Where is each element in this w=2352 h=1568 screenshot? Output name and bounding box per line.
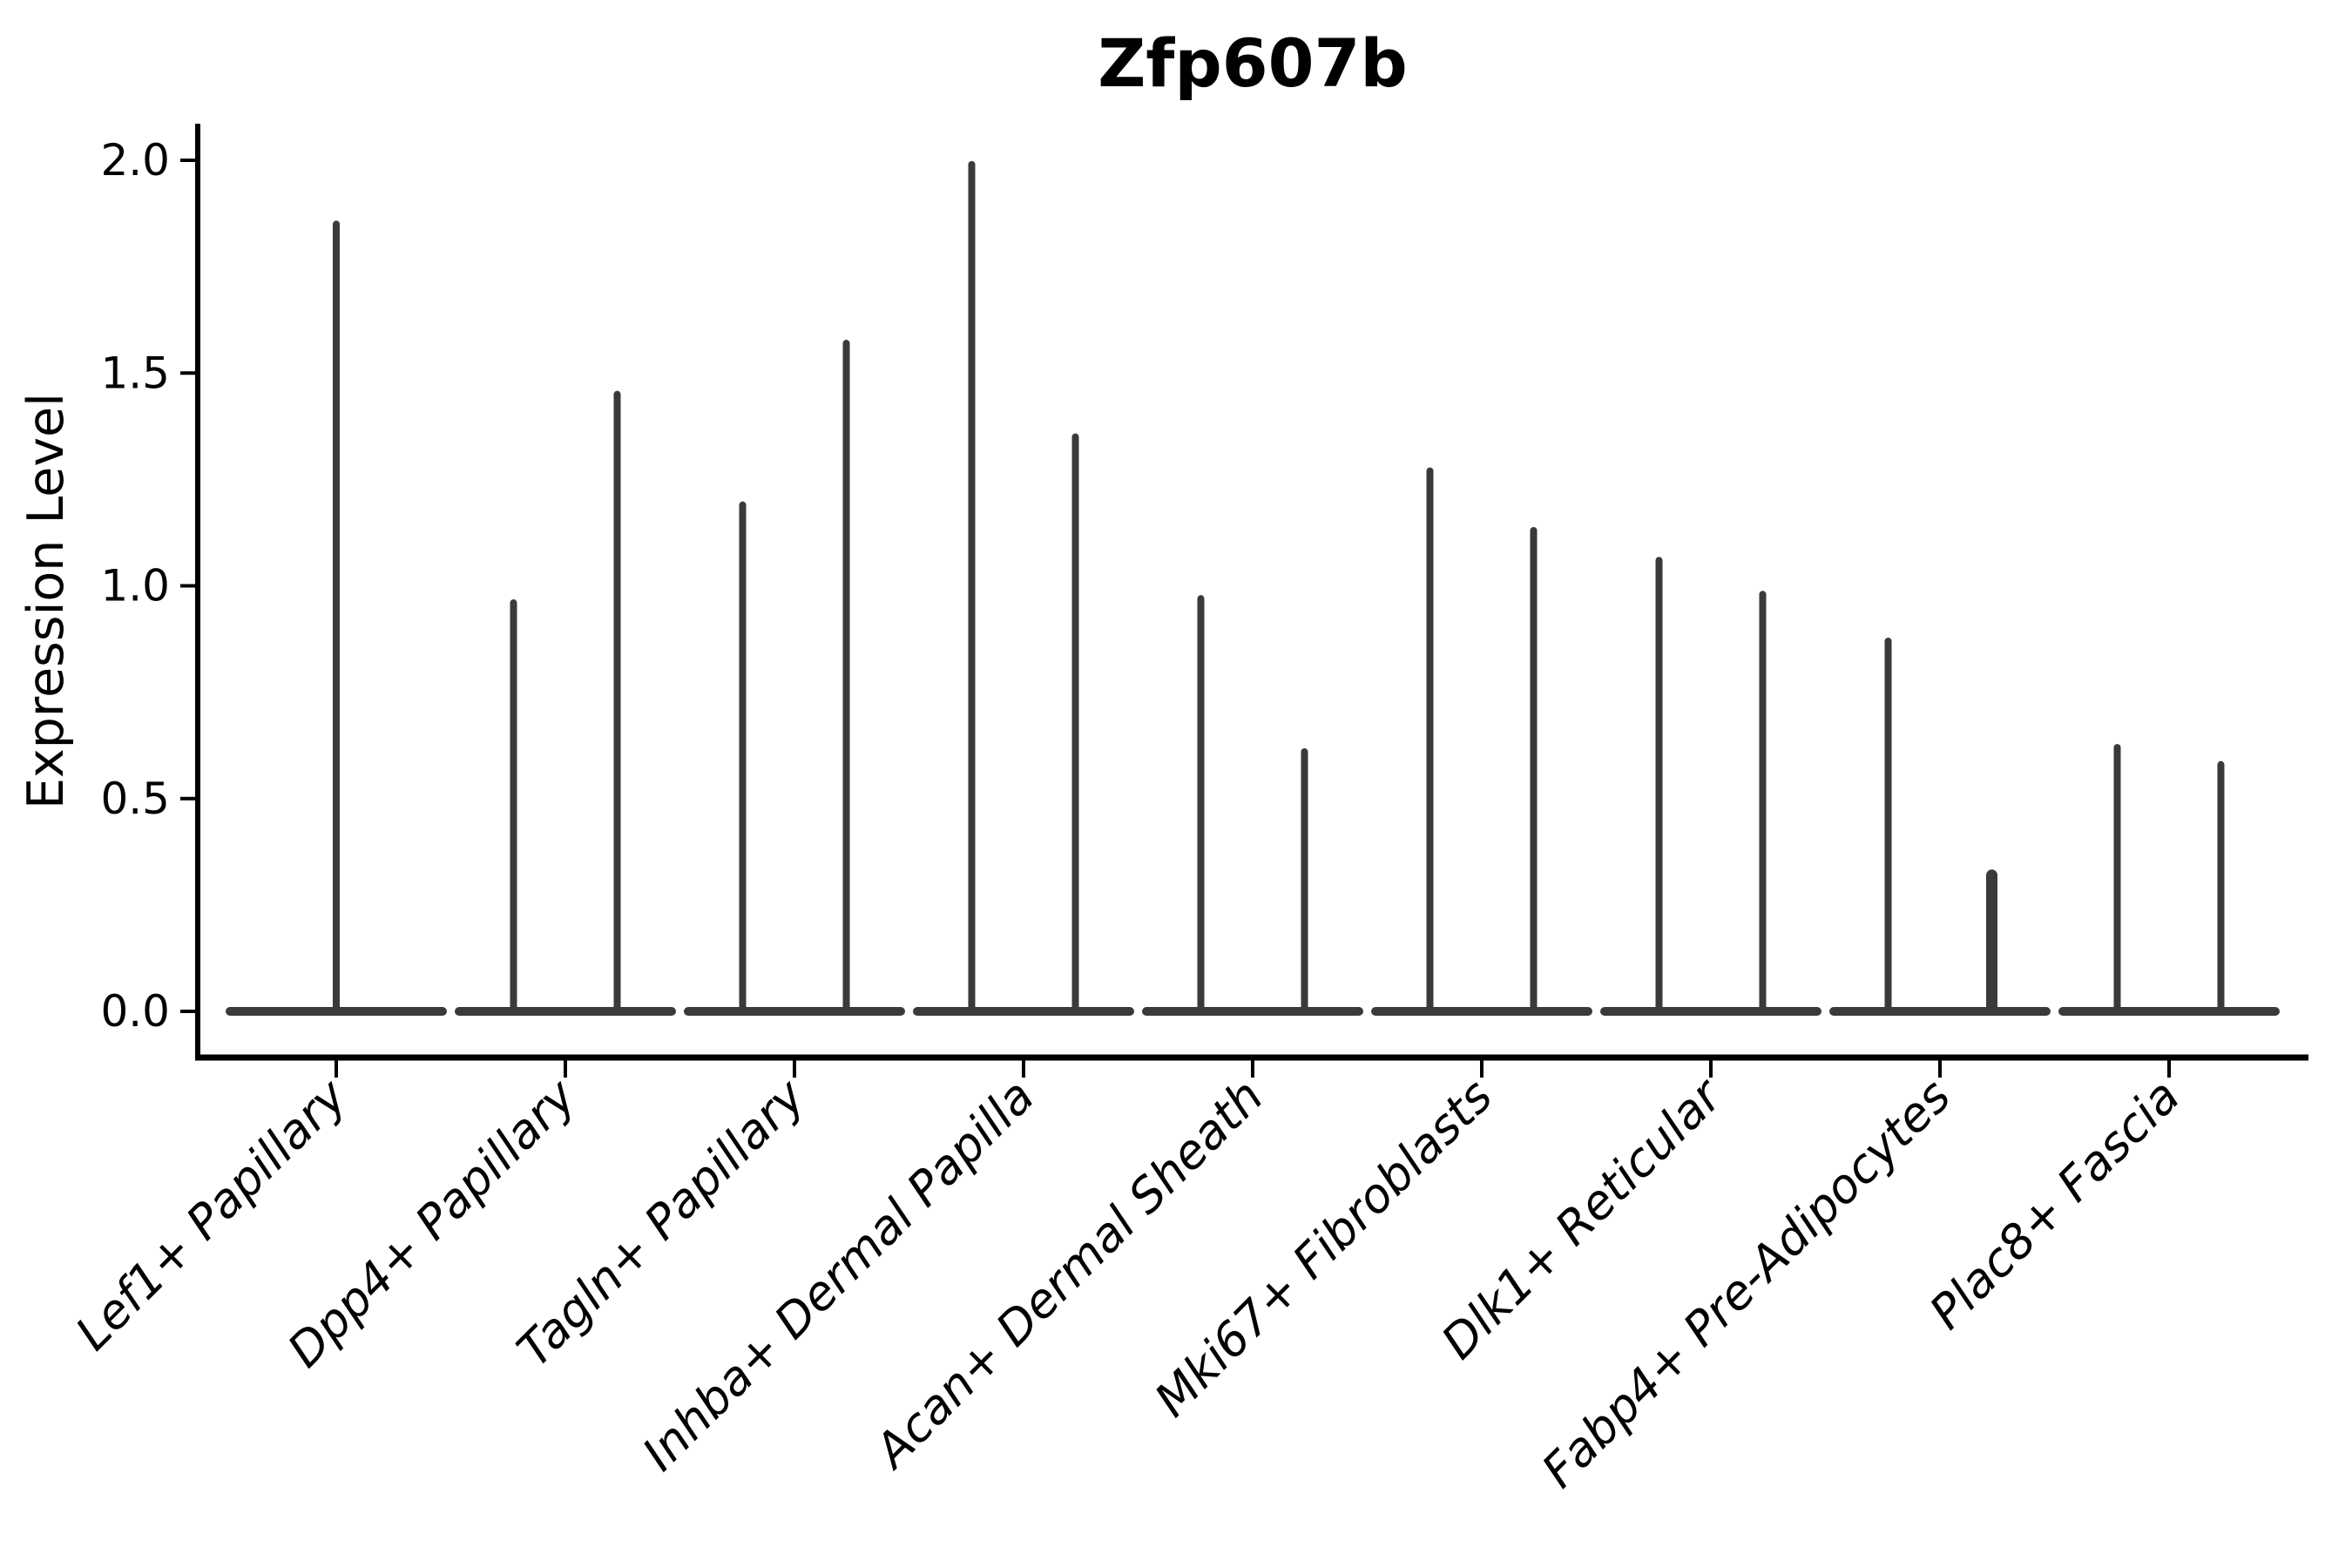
y-tick-label: 1.0 [100, 561, 170, 612]
violin-bead [1986, 967, 1997, 979]
y-tick-label: 0.0 [100, 986, 170, 1037]
y-tick-label: 0.5 [100, 774, 170, 824]
violin-bead [1986, 942, 1997, 954]
violin-bead [1986, 895, 1997, 907]
x-tick-label: Inhba+ Dermal Papilla [632, 1069, 1044, 1482]
y-tick-label: 2.0 [100, 135, 170, 186]
x-tick-label: Acan+ Dermal Sheath [862, 1069, 1274, 1480]
y-axis-label: Expression Level [17, 393, 75, 809]
violin-bead [1986, 916, 1997, 928]
violins-layer [226, 160, 2280, 1016]
x-tick-label: Fabp4+ Pre-Adipocytes [1531, 1069, 1961, 1498]
x-tick-label: Plac8+ Fascia [1919, 1069, 2190, 1340]
violin-bead [1986, 882, 1997, 894]
y-tick-label: 1.5 [100, 348, 170, 398]
chart-title: Zfp607b [1098, 24, 1408, 102]
